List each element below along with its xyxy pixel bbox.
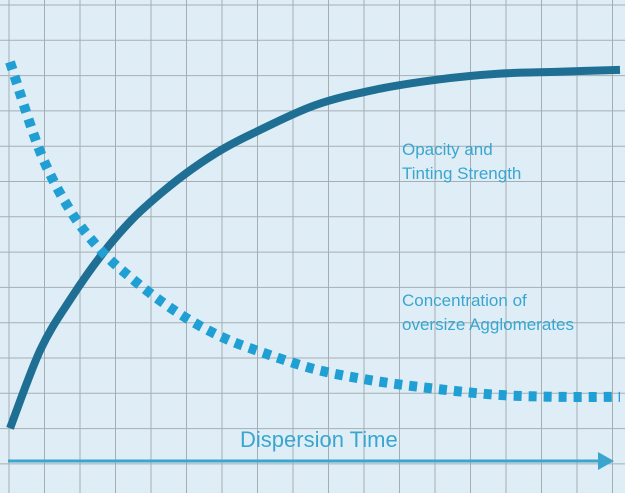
x-axis-arrow (8, 452, 614, 470)
opacity-label-line2: Tinting Strength (402, 164, 521, 183)
series-layer (5, 60, 621, 430)
opacity-label-line1: Opacity and (402, 140, 493, 159)
agglomerate-label-line2: oversize Agglomerates (402, 315, 574, 334)
x-axis-arrow-head (598, 452, 614, 470)
agglomerate-concentration-line (5, 60, 621, 402)
opacity-tinting-strength-line (6, 65, 621, 430)
agglomerate-label-line1: Concentration of (402, 291, 527, 310)
x-axis-label: Dispersion Time (240, 427, 398, 452)
